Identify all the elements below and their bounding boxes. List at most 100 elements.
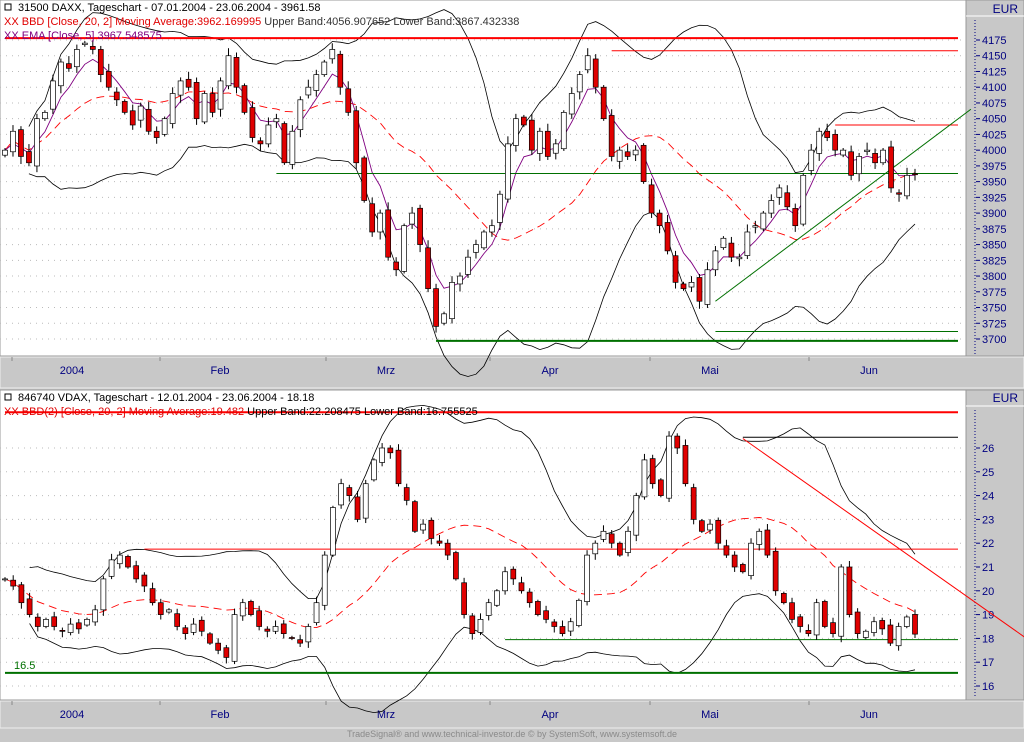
candle-body: [552, 143, 559, 154]
candle-body: [215, 642, 222, 651]
candle-body: [560, 112, 567, 150]
candle-body: [848, 151, 854, 176]
candle-body: [59, 630, 66, 632]
candle-body: [800, 174, 807, 225]
x-tick-label: Jun: [860, 709, 878, 721]
candle-body: [723, 545, 730, 556]
y-tick-label: 3775: [982, 287, 1006, 299]
y-tick-label: 18: [982, 633, 994, 645]
candle-body: [864, 149, 870, 152]
plot-area: [0, 0, 967, 357]
candle-body: [305, 626, 312, 643]
candle-body: [739, 564, 746, 573]
lower-band: [28, 143, 916, 377]
upper-band: [28, 9, 916, 174]
candle-body: [895, 626, 902, 647]
time-axis: [0, 356, 1024, 389]
candle-body: [497, 193, 503, 223]
candle-body: [313, 602, 320, 623]
y-tick-label: 3750: [982, 303, 1006, 315]
candle-body: [608, 533, 615, 544]
candle-body: [166, 609, 172, 613]
candle-body: [34, 616, 41, 627]
candle-body: [129, 110, 136, 126]
candle-body: [66, 63, 72, 69]
x-tick-label: 2004: [60, 365, 84, 377]
dax-legend: 31500 DAXX, Tageschart - 07.01.2004 - 23…: [4, 1, 519, 43]
candle-body: [744, 231, 751, 256]
candle-body: [528, 119, 535, 151]
candle-body: [257, 140, 264, 145]
candle-body: [707, 523, 713, 531]
candle-body: [625, 530, 631, 553]
vdax-panel: 26 25 24 23 22 21 20 19 18 17 16 2004 Feb Mrz Apr Mai Ju…: [0, 389, 1024, 729]
candle-body: [223, 647, 230, 658]
trend-line: [742, 438, 1024, 638]
candle-body: [297, 639, 303, 644]
candle-body: [830, 622, 836, 634]
candle-body: [780, 593, 787, 604]
candle-body: [846, 566, 853, 615]
y-tick-label: 4050: [982, 114, 1006, 126]
candle-body: [137, 105, 144, 121]
candle-body: [617, 542, 623, 556]
candle-body: [838, 566, 845, 637]
candle-body: [567, 621, 574, 632]
y-tick-label: 3800: [982, 271, 1006, 283]
candle-body: [808, 149, 815, 171]
candle-body: [489, 225, 495, 233]
candle-body: [672, 255, 679, 283]
vdax-bbd-legend: XX BBD(2) [Close, 20, 2] Moving Average:…: [4, 405, 478, 419]
candle-body: [256, 610, 262, 627]
candle-body: [640, 144, 647, 182]
candle-body: [600, 530, 607, 540]
time-axis: [0, 700, 1024, 729]
candle-body: [494, 590, 500, 606]
candle-body: [664, 222, 671, 252]
candle-body: [772, 550, 779, 592]
candle-body: [485, 602, 492, 616]
candle-body: [888, 146, 894, 189]
y-tick-label: 4075: [982, 98, 1006, 110]
candle-body: [449, 281, 455, 320]
candle-body: [698, 520, 705, 532]
candle-body: [201, 93, 208, 123]
candle-body: [354, 496, 361, 520]
candle-body: [608, 115, 615, 157]
candle-body: [616, 149, 623, 162]
candle-body: [174, 613, 181, 627]
candle-body: [42, 112, 48, 120]
candle-body: [329, 49, 336, 60]
dax-bbd-bands: Upper Band:4056.907652 Lower Band:3867.4…: [261, 16, 520, 28]
candle-body: [871, 621, 877, 633]
candle-body: [369, 203, 376, 233]
candle-body: [84, 619, 90, 626]
candle-body: [513, 118, 519, 146]
vdax-title: 846740 VDAX, Tageschart - 12.01.2004 - 2…: [18, 392, 315, 404]
candle-body: [428, 519, 435, 539]
candle-body: [207, 633, 213, 644]
candle-body: [465, 256, 471, 275]
moving-average: [4, 517, 916, 629]
candle-body: [784, 192, 791, 208]
candle-body: [544, 130, 551, 157]
x-tick-label: 2004: [60, 709, 84, 721]
y-tick-label: 4125: [982, 66, 1006, 78]
candle-body: [789, 602, 795, 620]
candle-body: [387, 447, 394, 454]
candle-body: [338, 483, 344, 506]
dax-bbd-ma: XX BBD [Close, 20, 2] Moving Average:396…: [4, 16, 262, 28]
candle-body: [641, 459, 648, 498]
candle-body: [105, 71, 112, 88]
y-tick-label: 3850: [982, 240, 1006, 252]
candle-body: [624, 151, 631, 157]
candle-body: [97, 49, 104, 75]
y-tick-label: 3975: [982, 161, 1006, 173]
candle-body: [182, 627, 189, 634]
x-tick-label: Mrz: [377, 365, 395, 377]
candle-body: [133, 565, 140, 580]
trend-line: [715, 108, 972, 302]
candle-body: [813, 602, 820, 636]
candle-body: [477, 619, 484, 633]
candle-body: [75, 622, 82, 630]
